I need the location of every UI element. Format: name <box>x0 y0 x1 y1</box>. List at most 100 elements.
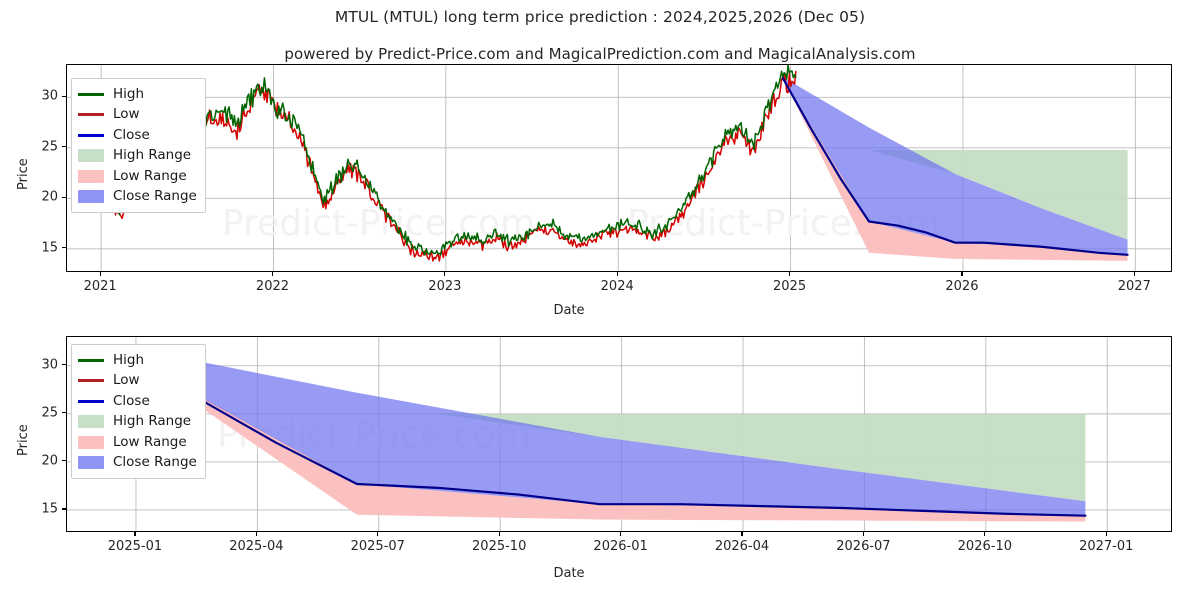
legend-item-close: Close <box>78 125 197 146</box>
x-tick-label: 2026 <box>945 279 978 294</box>
y-tick-mark <box>62 364 66 365</box>
watermark-text: Predict-Price.com <box>222 203 535 244</box>
legend-swatch-icon <box>78 149 104 162</box>
legend-item-label: High Range <box>113 415 191 429</box>
y-tick-label: 15 <box>28 501 58 516</box>
x-tick-mark <box>1134 272 1135 276</box>
legend-item-label: Close Range <box>113 190 197 204</box>
x-tick-mark <box>620 532 621 536</box>
x-tick-label: 2026-04 <box>715 539 769 554</box>
legend-item-high-range: High Range <box>78 412 197 433</box>
legend-item-label: High Range <box>113 149 191 163</box>
x-tick-label: 2025-04 <box>229 539 283 554</box>
legend-swatch-icon <box>78 400 104 403</box>
top-chart-legend: High Low Close High Range Low Range Close Ran… <box>71 78 206 213</box>
y-tick-label: 25 <box>28 405 58 420</box>
legend-swatch-icon <box>78 134 104 137</box>
x-tick-mark <box>617 272 618 276</box>
legend-item-low: Low <box>78 371 197 392</box>
top-y-axis-label: Price <box>16 158 31 190</box>
y-tick-mark <box>62 197 66 198</box>
y-tick-mark <box>62 508 66 509</box>
legend-item-close: Close <box>78 391 197 412</box>
top-x-axis-label: Date <box>553 303 584 318</box>
y-tick-mark <box>62 247 66 248</box>
x-tick-label: 2021 <box>84 279 117 294</box>
legend-item-label: High <box>113 88 144 102</box>
legend-swatch-icon <box>78 456 104 469</box>
x-tick-mark <box>256 532 257 536</box>
y-tick-mark <box>62 96 66 97</box>
x-tick-mark <box>741 532 742 536</box>
bottom-chart-legend: High Low Close High Range Low Range Close Ran… <box>71 344 206 479</box>
top-plot-area: Predict-Price.comPredict-Price.comPredic… <box>66 64 1172 272</box>
bottom-chart-canvas: Predict-Price.comPredict-Price.com <box>67 337 1172 532</box>
x-tick-mark <box>863 532 864 536</box>
x-tick-mark <box>789 272 790 276</box>
top-chart-panel: Predict-Price.comPredict-Price.comPredic… <box>66 64 1172 272</box>
x-tick-label: 2022 <box>256 279 289 294</box>
legend-swatch-icon <box>78 359 104 362</box>
legend-swatch-icon <box>78 379 104 382</box>
x-tick-mark <box>444 272 445 276</box>
y-tick-label: 15 <box>28 240 58 255</box>
x-tick-mark <box>134 532 135 536</box>
legend-item-low-range: Low Range <box>78 432 197 453</box>
y-tick-mark <box>62 146 66 147</box>
x-tick-label: 2025-07 <box>351 539 405 554</box>
x-tick-label: 2027-01 <box>1079 539 1133 554</box>
legend-swatch-icon <box>78 93 104 96</box>
x-tick-label: 2026-01 <box>593 539 647 554</box>
x-tick-label: 2024 <box>601 279 634 294</box>
x-tick-label: 2026-10 <box>958 539 1012 554</box>
y-tick-mark <box>62 412 66 413</box>
bottom-y-axis-label: Price <box>16 424 31 456</box>
legend-swatch-icon <box>78 415 104 428</box>
legend-item-label: Low <box>113 108 140 122</box>
page-title: MTUL (MTUL) long term price prediction :… <box>0 8 1200 26</box>
x-tick-label: 2025 <box>773 279 806 294</box>
legend-item-label: Low Range <box>113 436 187 450</box>
y-tick-label: 30 <box>28 357 58 372</box>
page-subtitle: powered by Predict-Price.com and Magical… <box>0 45 1200 63</box>
x-tick-mark <box>100 272 101 276</box>
chart-page: MTUL (MTUL) long term price prediction :… <box>0 0 1200 600</box>
legend-item-label: High <box>113 354 144 368</box>
y-tick-label: 20 <box>28 190 58 205</box>
x-tick-label: 2025-01 <box>108 539 162 554</box>
legend-swatch-icon <box>78 170 104 183</box>
legend-item-low: Low <box>78 105 197 126</box>
y-tick-label: 30 <box>28 89 58 104</box>
legend-swatch-icon <box>78 190 104 203</box>
legend-swatch-icon <box>78 436 104 449</box>
legend-item-high: High <box>78 84 197 105</box>
legend-item-close-range: Close Range <box>78 453 197 474</box>
legend-item-label: Close Range <box>113 456 197 470</box>
bottom-chart-panel: Predict-Price.comPredict-Price.com <box>66 336 1172 532</box>
bottom-x-axis-label: Date <box>553 566 584 581</box>
x-tick-mark <box>272 272 273 276</box>
x-tick-mark <box>984 532 985 536</box>
legend-item-high-range: High Range <box>78 146 197 167</box>
legend-item-high: High <box>78 350 197 371</box>
legend-item-label: Low Range <box>113 170 187 184</box>
top-chart-canvas: Predict-Price.comPredict-Price.comPredic… <box>67 65 1172 272</box>
x-tick-mark <box>1106 532 1107 536</box>
y-tick-label: 25 <box>28 139 58 154</box>
legend-swatch-icon <box>78 113 104 116</box>
y-tick-label: 20 <box>28 453 58 468</box>
y-tick-mark <box>62 460 66 461</box>
legend-item-label: Close <box>113 129 150 143</box>
legend-item-close-range: Close Range <box>78 187 197 208</box>
legend-item-low-range: Low Range <box>78 166 197 187</box>
bottom-plot-area: Predict-Price.comPredict-Price.com <box>66 336 1172 532</box>
x-tick-mark <box>499 532 500 536</box>
x-tick-label: 2025-10 <box>472 539 526 554</box>
x-tick-mark <box>377 532 378 536</box>
x-tick-label: 2027 <box>1118 279 1151 294</box>
legend-item-label: Low <box>113 374 140 388</box>
legend-item-label: Close <box>113 395 150 409</box>
x-tick-label: 2026-07 <box>836 539 890 554</box>
x-tick-label: 2023 <box>428 279 461 294</box>
x-tick-mark <box>961 272 962 276</box>
